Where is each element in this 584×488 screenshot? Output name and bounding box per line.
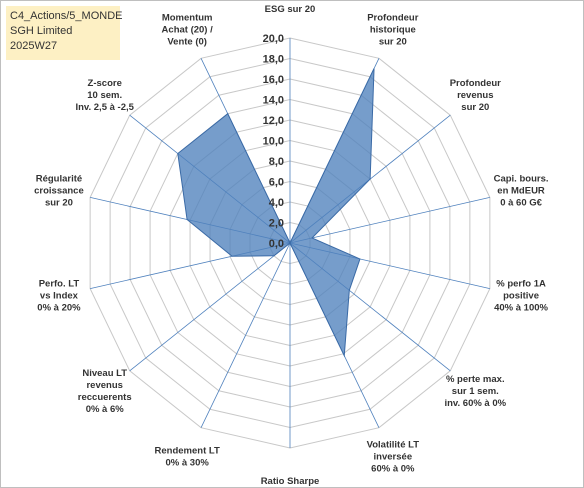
axis-spoke bbox=[200, 242, 291, 428]
series-area bbox=[177, 68, 375, 358]
axis-label: Volatilité LT inversée 60% à 0% bbox=[367, 440, 420, 475]
radial-tick-labels: 0,0 2,0 4,0 6,0 8,0 10,0 12,0 14,0 16,0 18,0 20,0 bbox=[263, 33, 284, 250]
axis-spoke bbox=[129, 242, 291, 372]
axis-label: Z-score 10 sem. Inv. 2,5 à -2,5 bbox=[75, 78, 134, 113]
tick-label: 2,0 bbox=[269, 218, 284, 230]
tick-label: 6,0 bbox=[269, 177, 284, 189]
tick-label: 10,0 bbox=[263, 136, 284, 148]
axis-label: Capi. bours. en MdEUR 0 à 60 G€ bbox=[494, 173, 549, 208]
tick-label: 0,0 bbox=[269, 238, 284, 250]
tick-label: 4,0 bbox=[269, 197, 284, 209]
tick-label: 12,0 bbox=[263, 115, 284, 127]
info-line-company: SGH Limited bbox=[10, 25, 73, 37]
axis-label: % perte max. sur 1 sem. inv. 60% à 0% bbox=[444, 374, 506, 409]
tick-label: 16,0 bbox=[263, 74, 284, 86]
axis-label: Perfo. LT vs Index 0% à 20% bbox=[37, 279, 81, 314]
axis-label: Régularité croissance sur 20 bbox=[34, 173, 84, 208]
tick-label: 20,0 bbox=[263, 33, 284, 45]
axis-label: Momentum Achat (20) / Vente (0) bbox=[162, 12, 214, 47]
tick-label: 14,0 bbox=[263, 95, 284, 107]
info-box: C4_Actions/5_MONDE SGH Limited 2025W27 bbox=[6, 6, 123, 60]
radar-series bbox=[177, 68, 375, 358]
tick-label: 8,0 bbox=[269, 156, 284, 168]
axis-label: Rendement LT 0% à 30% bbox=[155, 446, 220, 469]
axis-spoke bbox=[289, 196, 490, 244]
axis-label: NoteESG sur 20 bbox=[265, 0, 316, 15]
axis-label: Niveau LT revenus reccuerents 0% à 6% bbox=[78, 368, 132, 415]
info-line-week: 2025W27 bbox=[10, 40, 58, 52]
axis-label: Ratio Sharpe0 à 2 bbox=[261, 476, 320, 488]
info-line-portfolio: C4_Actions/5_MONDE bbox=[10, 10, 123, 22]
axis-label: Profondeur historique sur 20 bbox=[367, 12, 418, 47]
tick-label: 18,0 bbox=[263, 54, 284, 66]
axis-label: % perfo 1A positive 40% à 100% bbox=[494, 279, 548, 314]
axis-label: Profondeur revenus sur 20 bbox=[450, 78, 501, 113]
